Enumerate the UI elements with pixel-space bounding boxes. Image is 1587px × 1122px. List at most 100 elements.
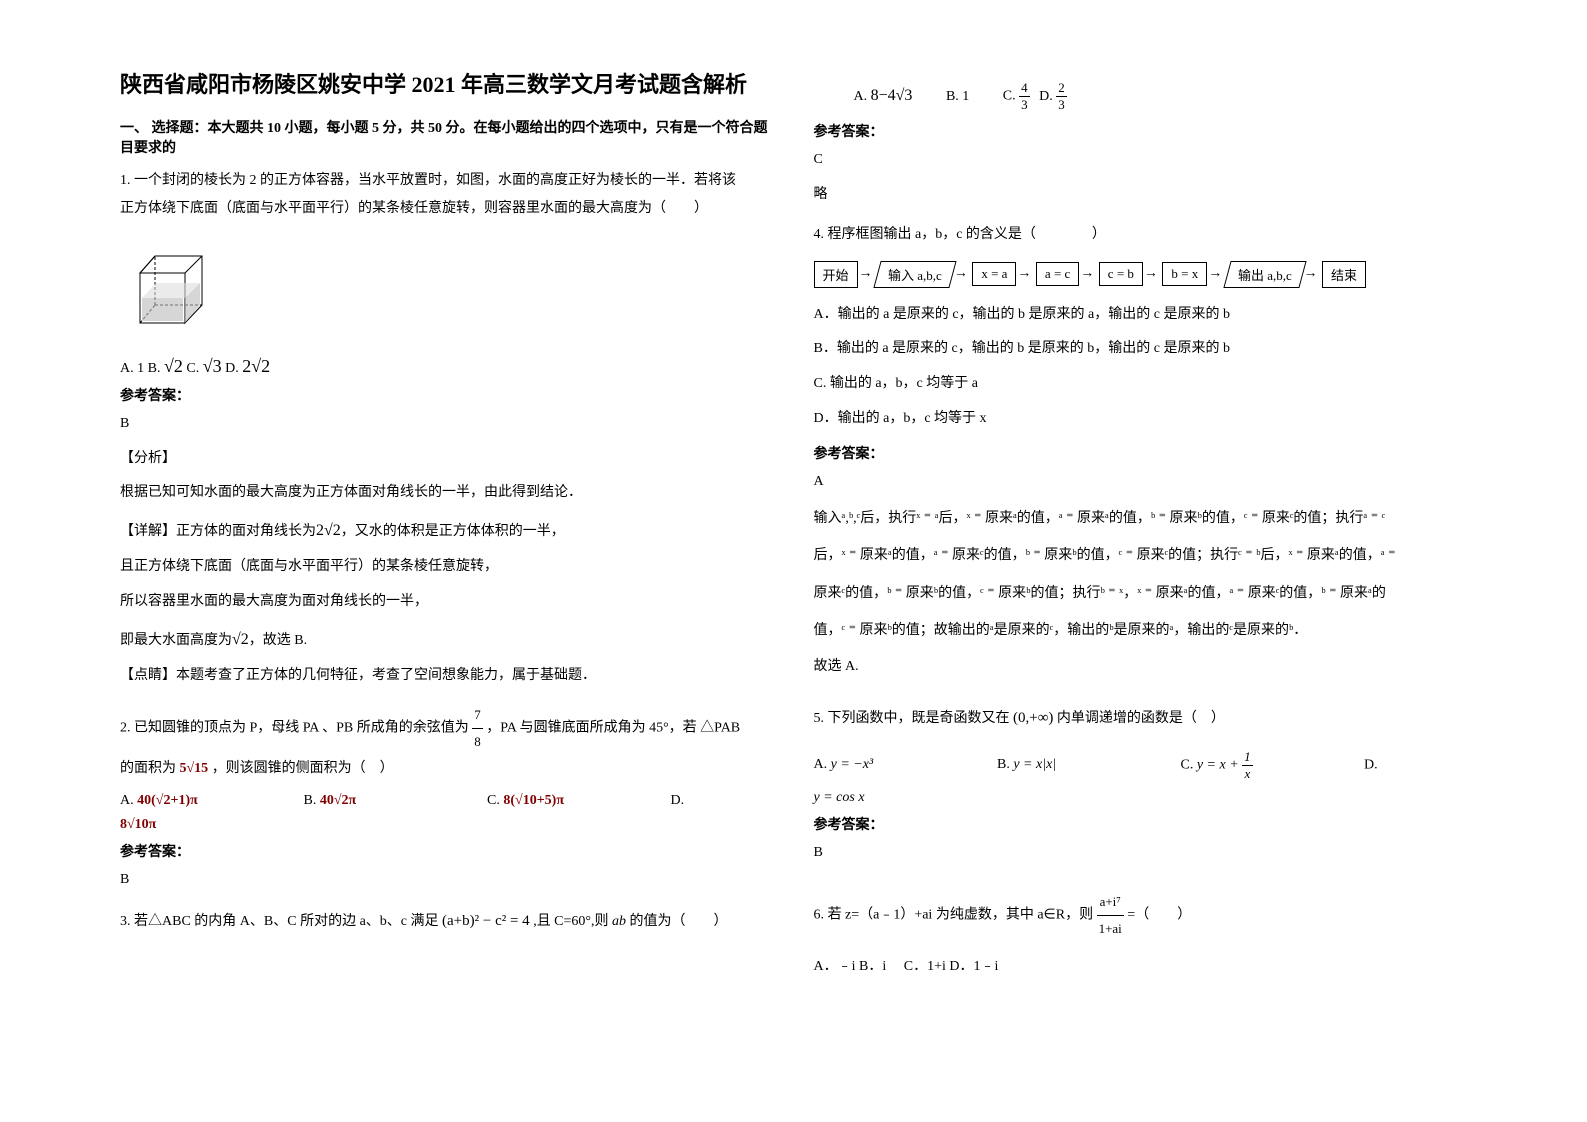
- q2-area: 5√15: [180, 761, 209, 776]
- q1-dianjing: 【点睛】本题考查了正方体的几何特征，考查了空间想象能力，属于基础题．: [120, 661, 774, 692]
- q3-optA: 8−4√3: [871, 87, 913, 104]
- q1-line2: 正方体绕下底面（底面与水平面平行）的某条棱任意旋转，则容器里水面的最大高度为（ …: [120, 195, 774, 223]
- q5-optB: y = x|x|: [1013, 757, 1056, 772]
- flow-start: 开始: [814, 261, 858, 288]
- q1-optD-pre: D.: [225, 361, 242, 376]
- q1-detail3: 所以容器里水面的最大高度为面对角线长的一半，: [120, 587, 774, 618]
- question-2: 2. 已知圆锥的顶点为 P，母线 PA 、PB 所成角的余弦值为 78 ，PA …: [120, 702, 774, 783]
- q5-ans: B: [814, 838, 1468, 869]
- q2-frac-den: 8: [472, 729, 483, 755]
- q3-text-a: 3. 若△ABC 的内角 A、B、C 所对的边 a、b、c 满足: [120, 914, 439, 929]
- q4-optD: D．输出的 a，b，c 均等于 x: [814, 404, 1468, 435]
- q2-optD: 8√10π: [120, 817, 774, 833]
- q6-text-a: 6. 若 z=（a﹣1）+ai 为纯虚数，其中 a∈R，则: [814, 907, 1094, 922]
- flow-end: 结束: [1322, 261, 1366, 288]
- q2-ans: B: [120, 865, 774, 896]
- left-column: 陕西省咸阳市杨陵区姚安中学 2021 年高三数学文月考试题含解析 一、 选择题：…: [100, 70, 794, 1052]
- q3-ans-label: 参考答案：: [814, 121, 1468, 141]
- arrow-icon: →: [1304, 266, 1318, 282]
- q4-exp2: 后，ˣ ⁼ 原来ᵃ的值，ᵃ ⁼ 原来ᶜ的值，ᵇ ⁼ 原来ᵇ的值，ᶜ ⁼ 原来ᶜ的…: [814, 539, 1468, 573]
- question-4: 4. 程序框图输出 a，b，c 的含义是（ ）: [814, 221, 1468, 249]
- q1-optB-val: √2: [164, 356, 183, 376]
- flow-s2: a = c: [1036, 262, 1079, 286]
- q1-optC-val: √3: [203, 356, 222, 376]
- flow-s3: c = b: [1099, 262, 1143, 286]
- q2-optB: 40√2π: [320, 793, 356, 808]
- q5-interval: (0,+∞): [1013, 710, 1053, 726]
- q2-options: A. 40(√2+1)π B. 40√2π C. 8(√10+5)π D.: [120, 793, 774, 809]
- q6-text-b: =（ ）: [1127, 907, 1191, 922]
- q5-text-a: 5. 下列函数中，既是奇函数又在: [814, 711, 1010, 726]
- q2-text-c: 的面积为: [120, 761, 176, 776]
- q3-ans: C: [814, 145, 1468, 176]
- q5-optD2: y = cos x: [814, 790, 1468, 806]
- arrow-icon: →: [1144, 266, 1158, 282]
- arrow-icon: →: [954, 266, 968, 282]
- q1-options: A. 1 B. √2 C. √3 D. 2√2: [120, 356, 774, 377]
- q3-optD-num: 2: [1056, 80, 1067, 97]
- arrow-icon: →: [1080, 266, 1094, 282]
- q1-fenxi-label: 【分析】: [120, 444, 774, 475]
- q1-ans-label: 参考答案：: [120, 385, 774, 405]
- q4-optA: A．输出的 a 是原来的 c，输出的 b 是原来的 a，输出的 c 是原来的 b: [814, 300, 1468, 331]
- q2-ans-label: 参考答案：: [120, 841, 774, 861]
- q5-ans-label: 参考答案：: [814, 814, 1468, 834]
- q6-opts: A．﹣i B．i C．1+i D．1﹣i: [814, 952, 1468, 983]
- question-3: 3. 若△ABC 的内角 A、B、C 所对的边 a、b、c 满足 (a+b)² …: [120, 906, 774, 936]
- q4-exp5: 故选 A.: [814, 652, 1468, 683]
- q3-optD-den: 3: [1056, 97, 1067, 113]
- right-column: A. 8−4√3 B. 1 C. 43 D. 23 参考答案： C 略 4. 程…: [794, 70, 1488, 1052]
- q3-text-c: 的值为（ ）: [630, 914, 728, 929]
- q3-var: ab: [612, 914, 626, 929]
- q1-optC-pre: C.: [186, 361, 202, 376]
- q1-line1: 1. 一个封闭的棱长为 2 的正方体容器，当水平放置时，如图，水面的高度正好为棱…: [120, 167, 774, 195]
- q4-optC: C. 输出的 a，b，c 均等于 a: [814, 369, 1468, 400]
- q2-text-a: 2. 已知圆锥的顶点为 P，母线 PA 、PB 所成角的余弦值为: [120, 721, 469, 736]
- q1-fenxi-text: 根据已知可知水面的最大高度为正方体面对角线长的一半，由此得到结论．: [120, 478, 774, 509]
- page-title: 陕西省咸阳市杨陵区姚安中学 2021 年高三数学文月考试题含解析: [120, 70, 774, 101]
- question-6: 6. 若 z=（a﹣1）+ai 为纯虚数，其中 a∈R，则 a+i⁷1+ai =…: [814, 889, 1468, 942]
- q4-ans: A: [814, 467, 1468, 498]
- q2-optD-pre: D.: [671, 793, 685, 808]
- question-1: 1. 一个封闭的棱长为 2 的正方体容器，当水平放置时，如图，水面的高度正好为棱…: [120, 167, 774, 223]
- flow-s1: x = a: [972, 262, 1016, 286]
- q1-detail4: 即最大水面高度为√2，故选 B.: [120, 622, 774, 657]
- arrow-icon: →: [1208, 266, 1222, 282]
- flow-s4: b = x: [1162, 262, 1207, 286]
- q1-optD-val: 2√2: [242, 356, 270, 376]
- q2-optC: 8(√10+5)π: [503, 793, 564, 808]
- flow-output: 输出 a,b,c: [1223, 261, 1306, 288]
- q4-flowchart: 开始→ 输入 a,b,c→ x = a→ a = c→ c = b→ b = x…: [814, 261, 1468, 288]
- arrow-icon: →: [859, 266, 873, 282]
- q3-optB: B. 1: [946, 89, 969, 104]
- q2-text-d: ，则该圆锥的侧面积为（ ）: [212, 761, 394, 776]
- q4-exp3: 原来ᶜ的值，ᵇ ⁼ 原来ᵇ的值，ᶜ ⁼ 原来ᵇ的值；执行ᵇ ⁼ ˣ，ˣ ⁼ 原来…: [814, 577, 1468, 611]
- q5-options: A. y = −x³ B. y = x|x| C. y = x + 1x D.: [814, 749, 1468, 782]
- q1-detail1: 【详解】正方体的面对角线长为2√2，又水的体积是正方体体积的一半，: [120, 513, 774, 548]
- q5-optD: D.: [1364, 757, 1378, 772]
- q4-exp4: 值，ᶜ ⁼ 原来ᵇ的值；故输出的ᵃ是原来的ᶜ，输出的ᵇ是原来的ᵃ，输出的ᶜ是原来…: [814, 614, 1468, 648]
- q5-optA: y = −x³: [831, 757, 874, 772]
- q5-optC-l: y = x +: [1197, 757, 1242, 772]
- q3-optC-den: 3: [1019, 97, 1030, 113]
- q3-options: A. 8−4√3 B. 1 C. 43 D. 23: [814, 80, 1468, 113]
- arrow-icon: →: [1017, 266, 1031, 282]
- q4-ans-label: 参考答案：: [814, 443, 1468, 463]
- q1-detail2: 且正方体绕下底面（底面与水平面平行）的某条棱任意旋转，: [120, 552, 774, 583]
- q2-frac-num: 7: [472, 702, 483, 729]
- section-header: 一、 选择题：本大题共 10 小题，每小题 5 分，共 50 分。在每小题给出的…: [120, 117, 774, 157]
- q3-formula: (a+b)² − c² = 4: [442, 913, 530, 929]
- q3-lue: 略: [814, 180, 1468, 211]
- q2-text-b: ，PA 与圆锥底面所成角为 45°，若 △PAB: [486, 721, 740, 736]
- q4-exp1: 输入ᵃ,ᵇ,ᶜ后，执行ˣ ⁼ ᵃ后，ˣ ⁼ 原来ᵃ的值，ᵃ ⁼ 原来ᵃ的值，ᵇ …: [814, 502, 1468, 536]
- q6-frac-num: a+i⁷: [1097, 889, 1124, 916]
- question-5: 5. 下列函数中，既是奇函数又在 (0,+∞) 内单调递增的函数是（ ）: [814, 703, 1468, 733]
- q2-optA: 40(√2+1)π: [137, 793, 198, 808]
- q3-optC-num: 4: [1019, 80, 1030, 97]
- q1-ans: B: [120, 409, 774, 440]
- q1-optB-pre: B.: [148, 361, 164, 376]
- cube-figure: [130, 243, 220, 333]
- q5-text-b: 内单调递增的函数是（ ）: [1057, 711, 1225, 726]
- flow-input: 输入 a,b,c: [873, 261, 956, 288]
- q3-text-b: ,且 C=60°,则: [533, 914, 612, 929]
